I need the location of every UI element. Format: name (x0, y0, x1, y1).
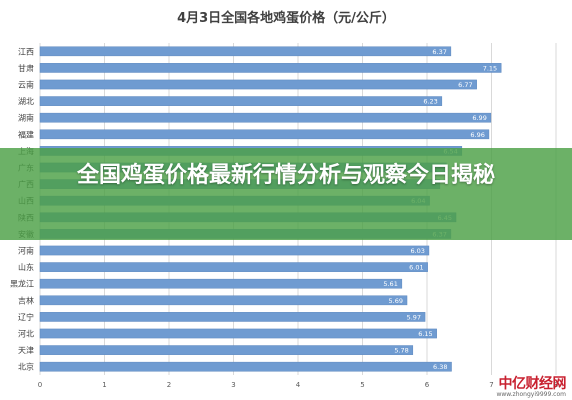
data-label: 5.97 (407, 313, 421, 321)
headline-banner (0, 148, 572, 240)
chart-title: 4月3日全国各地鸡蛋价格（元/公斤） (177, 10, 395, 26)
headline-text: 全国鸡蛋价格最新行情分析与观察今日揭秘 (76, 163, 495, 188)
x-tick-label: 7 (489, 381, 493, 389)
category-label: 黑龙江 (10, 279, 34, 289)
data-label: 6.23 (423, 98, 437, 106)
category-label: 河南 (18, 246, 34, 256)
bar (39, 262, 428, 272)
bar (39, 46, 452, 57)
bar (39, 345, 414, 355)
x-tick-label: 8 (554, 381, 558, 389)
bar (39, 361, 452, 372)
x-tick-label: 6 (425, 381, 430, 389)
data-label: 6.96 (470, 131, 484, 139)
bar (39, 63, 502, 73)
x-tick-labels: 0 1 2 3 4 5 6 7 8 (38, 381, 558, 389)
category-label: 甘肃 (18, 63, 34, 73)
category-label: 山东 (18, 262, 34, 272)
category-label: 福建 (18, 129, 34, 139)
data-label: 6.01 (409, 264, 423, 272)
bar (39, 312, 426, 322)
bar (39, 79, 477, 90)
category-label: 吉林 (18, 295, 34, 305)
x-tick-label: 1 (102, 381, 106, 389)
category-label: 天津 (18, 345, 34, 355)
data-label: 5.69 (389, 297, 403, 305)
bar (39, 245, 430, 256)
watermark-brand: 中亿财经网 (498, 376, 567, 392)
category-label: 云南 (18, 80, 34, 90)
category-label: 北京 (18, 362, 34, 372)
x-tick-label: 0 (38, 381, 42, 389)
category-label: 江西 (18, 47, 34, 56)
x-tick-label: 3 (231, 381, 235, 389)
category-label: 湖南 (18, 113, 34, 123)
data-label: 7.15 (483, 64, 497, 72)
x-tick-label: 5 (360, 381, 364, 389)
x-tick-label: 2 (167, 381, 171, 389)
data-label: 6.15 (418, 330, 432, 338)
bar (39, 295, 408, 306)
data-label: 6.99 (472, 114, 486, 122)
bar (39, 96, 443, 106)
data-label: 6.38 (433, 363, 447, 371)
data-label: 6.03 (410, 247, 424, 255)
watermark-logo: 中亿财经网 www.zhongyi9999.com (454, 376, 566, 398)
category-label: 辽宁 (18, 312, 34, 322)
data-label: 6.77 (458, 81, 472, 89)
x-tick-label: 4 (296, 381, 301, 389)
data-label: 5.61 (383, 280, 397, 288)
bar (39, 278, 403, 289)
bar (39, 129, 490, 140)
category-label: 河北 (18, 329, 34, 339)
category-label: 湖北 (18, 97, 34, 106)
data-label: 6.37 (432, 48, 446, 56)
bar (39, 112, 492, 123)
bar (39, 328, 437, 339)
data-label: 5.78 (394, 347, 408, 355)
watermark-url: www.zhongyi9999.com (496, 391, 566, 398)
